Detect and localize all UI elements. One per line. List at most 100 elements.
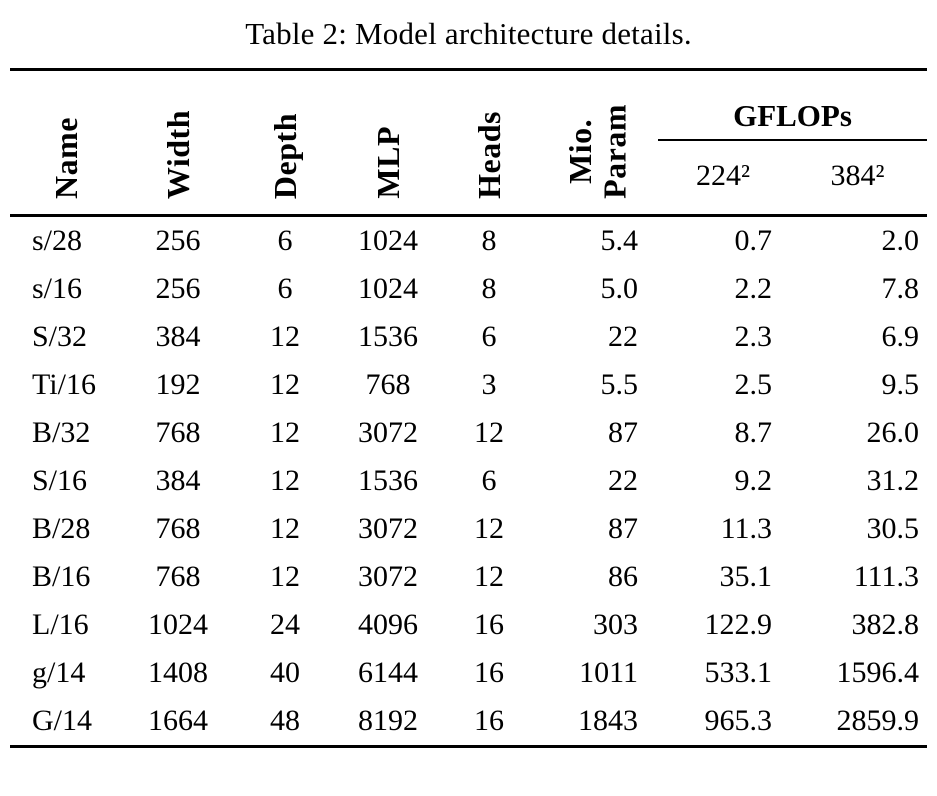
column-header-depth: Depth [234, 69, 336, 217]
cell-gflops-224: 2.3 [734, 320, 773, 353]
cell-gflops-384: 1596.4 [836, 656, 920, 689]
cell-gflops-224: 8.7 [734, 416, 773, 449]
cell-gflops-224: 122.9 [704, 608, 773, 641]
cell-mlp: 3072 [358, 512, 418, 545]
cell-gflops-384: 2859.9 [788, 697, 927, 748]
cell-width: 384 [155, 464, 201, 497]
column-header-width-label: Width [159, 109, 196, 199]
cell-width: 1664 [122, 697, 234, 748]
cell-name: s/16 [32, 272, 83, 305]
cell-heads: 3 [481, 368, 497, 401]
cell-gflops-384: 30.5 [866, 512, 920, 545]
cell-name: S/32 [32, 320, 88, 353]
cell-width: 768 [155, 416, 201, 449]
cell-depth: 24 [270, 608, 300, 641]
cell-mlp: 3072 [358, 560, 418, 593]
cell-mio-param: 5.4 [600, 224, 639, 257]
cell-depth: 12 [270, 512, 300, 545]
cell-mio-param: 86 [608, 560, 638, 593]
cell-depth: 48 [234, 697, 336, 748]
cell-heads: 16 [474, 608, 504, 641]
cell-width: 1024 [148, 608, 208, 641]
cell-heads: 16 [474, 656, 504, 689]
header-row-main: Name Width Depth MLP Heads Mio. Param GF… [10, 69, 927, 217]
table-row: L/16 1024 24 4096 16 303 122.9 382.8 [10, 601, 927, 649]
cell-mlp: 3072 [358, 416, 418, 449]
column-header-heads-label: Heads [470, 111, 507, 199]
cell-gflops-384: 7.8 [881, 272, 920, 305]
column-header-name: Name [10, 69, 122, 217]
table-row: S/16 384 12 1536 6 22 9.2 31.2 [10, 457, 927, 505]
cell-heads: 6 [481, 320, 497, 353]
cell-depth: 40 [270, 656, 300, 689]
cell-mio-param: 5.0 [600, 272, 639, 305]
table-row: Ti/16 192 12 768 3 5.5 2.5 9.5 [10, 361, 927, 409]
cell-width: 1408 [148, 656, 208, 689]
cell-mlp: 1024 [358, 224, 418, 257]
column-header-mio-param-label: Mio. Param [562, 104, 633, 199]
header-row-gflops-resolutions: 224² 384² [10, 139, 927, 217]
cell-depth: 12 [270, 464, 300, 497]
cell-depth: 6 [277, 224, 293, 257]
column-header-heads: Heads [440, 69, 538, 217]
cell-gflops-224: 9.2 [734, 464, 773, 497]
cell-heads: 12 [474, 560, 504, 593]
cell-name: G/14 [10, 697, 122, 748]
cell-width: 768 [155, 560, 201, 593]
cell-name: B/32 [32, 416, 91, 449]
cell-gflops-384: 2.0 [881, 224, 920, 257]
cell-name: S/16 [32, 464, 88, 497]
cell-gflops-224: 35.1 [719, 560, 773, 593]
cell-name: L/16 [32, 608, 89, 641]
cell-gflops-384: 9.5 [881, 368, 920, 401]
cell-depth: 12 [270, 368, 300, 401]
cell-gflops-224: 0.7 [734, 224, 773, 257]
table-row: B/32 768 12 3072 12 87 8.7 26.0 [10, 409, 927, 457]
table-row: S/32 384 12 1536 6 22 2.3 6.9 [10, 313, 927, 361]
cell-heads: 8 [481, 224, 497, 257]
cell-mio-param: 5.5 [600, 368, 639, 401]
cell-mlp: 1536 [358, 320, 418, 353]
column-header-name-label: Name [47, 117, 84, 199]
cell-mio-param: 87 [608, 512, 638, 545]
cell-depth: 12 [270, 320, 300, 353]
cell-name: B/16 [32, 560, 91, 593]
cell-mlp: 6144 [358, 656, 418, 689]
column-header-mio-param: Mio. Param [538, 69, 658, 217]
column-header-gflops-224: 224² [658, 139, 788, 217]
cell-mlp: 768 [365, 368, 411, 401]
table-row: g/14 1408 40 6144 16 1011 533.1 1596.4 [10, 649, 927, 697]
cell-width: 768 [155, 512, 201, 545]
cell-mio-param: 303 [593, 608, 638, 641]
cell-gflops-384: 6.9 [881, 320, 920, 353]
cell-heads: 12 [474, 416, 504, 449]
cell-heads: 6 [481, 464, 497, 497]
cell-depth: 12 [270, 560, 300, 593]
cell-mlp: 1536 [358, 464, 418, 497]
cell-gflops-224: 2.5 [734, 368, 773, 401]
table-row: B/16 768 12 3072 12 86 35.1 111.3 [10, 553, 927, 601]
cell-gflops-384: 111.3 [853, 560, 919, 593]
cell-mio-param: 22 [608, 464, 638, 497]
table-header: Name Width Depth MLP Heads Mio. Param GF… [10, 69, 927, 217]
table-row: G/14 1664 48 8192 16 1843 965.3 2859.9 [10, 697, 927, 748]
cell-width: 192 [155, 368, 201, 401]
cell-gflops-224: 533.1 [704, 656, 773, 689]
cell-mio-param: 22 [608, 320, 638, 353]
table-row: s/16 256 6 1024 8 5.0 2.2 7.8 [10, 265, 927, 313]
cell-mio-param: 87 [608, 416, 638, 449]
cell-width: 256 [155, 224, 201, 257]
cell-gflops-224: 2.2 [734, 272, 773, 305]
column-header-gflops-384: 384² [788, 139, 927, 217]
table-caption: Table 2: Model architecture details. [245, 16, 692, 51]
table-row: B/28 768 12 3072 12 87 11.3 30.5 [10, 505, 927, 553]
cell-mlp: 4096 [358, 608, 418, 641]
cell-gflops-224: 965.3 [658, 697, 788, 748]
column-header-width: Width [122, 69, 234, 217]
cell-mio-param: 1011 [579, 656, 638, 689]
cell-gflops-224: 11.3 [720, 512, 772, 545]
cell-name: Ti/16 [32, 368, 96, 401]
cell-gflops-384: 31.2 [866, 464, 920, 497]
cell-name: B/28 [32, 512, 91, 545]
